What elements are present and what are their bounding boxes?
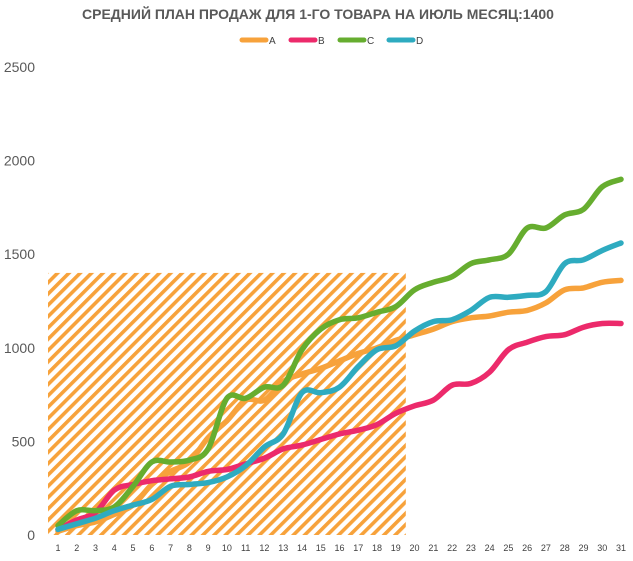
x-tick-label: 24 bbox=[485, 543, 495, 553]
x-tick-label: 16 bbox=[334, 543, 344, 553]
x-tick-label: 21 bbox=[428, 543, 438, 553]
x-tick-label: 4 bbox=[112, 543, 117, 553]
x-tick-label: 7 bbox=[168, 543, 173, 553]
series-line-a bbox=[55, 277, 624, 535]
y-axis: 0 500 1000 1500 2000 2500 bbox=[4, 59, 35, 543]
x-tick-label: 28 bbox=[560, 543, 570, 553]
series-line-d bbox=[55, 240, 624, 533]
x-axis: 1 2 3 4 5 6 7 8 9 10 11 12 13 14 15 16 17 18 19 20 21 22 23 24 2… bbox=[55, 543, 626, 553]
y-tick-label: 1000 bbox=[4, 340, 35, 356]
x-tick-label: 27 bbox=[541, 543, 551, 553]
x-tick-label: 13 bbox=[278, 543, 288, 553]
chart-title: СРЕДНИЙ ПЛАН ПРОДАЖ ДЛЯ 1-ГО ТОВАРА НА И… bbox=[82, 5, 554, 22]
x-tick-label: 25 bbox=[503, 543, 513, 553]
x-tick-label: 17 bbox=[353, 543, 363, 553]
y-tick-label: 500 bbox=[12, 433, 36, 449]
series-line-b bbox=[55, 320, 624, 533]
x-tick-label: 6 bbox=[149, 543, 154, 553]
x-tick-label: 12 bbox=[259, 543, 269, 553]
y-tick-label: 2500 bbox=[4, 59, 35, 75]
legend-label-a: A bbox=[269, 36, 276, 47]
x-tick-label: 15 bbox=[316, 543, 326, 553]
x-tick-label: 1 bbox=[55, 543, 60, 553]
x-tick-label: 31 bbox=[616, 543, 626, 553]
x-tick-label: 2 bbox=[74, 543, 79, 553]
x-tick-label: 18 bbox=[372, 543, 382, 553]
x-tick-label: 9 bbox=[206, 543, 211, 553]
x-tick-label: 5 bbox=[131, 543, 136, 553]
x-tick-label: 14 bbox=[297, 543, 307, 553]
x-tick-label: 30 bbox=[597, 543, 607, 553]
legend-label-c: C bbox=[367, 36, 374, 47]
series-lines bbox=[55, 176, 624, 535]
legend: A B C D bbox=[239, 36, 423, 47]
y-tick-label: 1500 bbox=[4, 246, 35, 262]
x-tick-label: 10 bbox=[222, 543, 232, 553]
x-tick-label: 3 bbox=[93, 543, 98, 553]
y-tick-label: 0 bbox=[27, 527, 35, 543]
y-tick-label: 2000 bbox=[4, 153, 35, 169]
legend-label-d: D bbox=[416, 36, 423, 47]
x-tick-label: 20 bbox=[410, 543, 420, 553]
series-line-c bbox=[55, 176, 624, 529]
x-tick-label: 22 bbox=[447, 543, 457, 553]
x-tick-label: 8 bbox=[187, 543, 192, 553]
x-tick-label: 29 bbox=[578, 543, 588, 553]
legend-label-b: B bbox=[318, 36, 325, 47]
x-tick-label: 19 bbox=[391, 543, 401, 553]
x-tick-label: 23 bbox=[466, 543, 476, 553]
x-tick-label: 26 bbox=[522, 543, 532, 553]
x-tick-label: 11 bbox=[241, 543, 250, 553]
